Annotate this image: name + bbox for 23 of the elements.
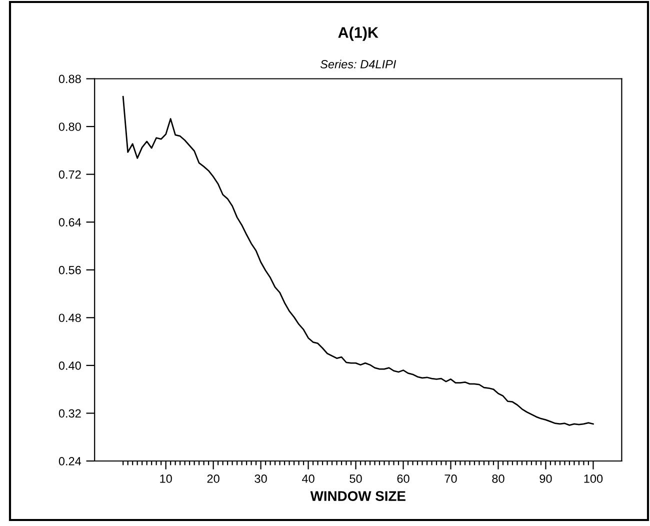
x-tick-label: 70 <box>444 474 457 483</box>
x-tick-label: 40 <box>302 474 314 483</box>
y-tick-label: 0.80 <box>58 122 81 131</box>
y-tick-label: 0.56 <box>58 266 81 274</box>
x-tick-label: 20 <box>207 474 220 483</box>
x-tick-label: 100 <box>584 474 603 483</box>
y-tick-label: 0.88 <box>58 74 81 84</box>
y-tick-label: 0.32 <box>58 409 81 418</box>
x-tick-label: 90 <box>540 474 552 483</box>
y-tick-label: 0.40 <box>58 361 81 370</box>
y-tick-label: 0.48 <box>58 314 81 322</box>
line-series <box>122 96 594 426</box>
y-tick-label: 0.64 <box>58 218 82 226</box>
x-tick-label: 60 <box>397 474 410 483</box>
x-axis-title: WINDOW SIZE <box>310 491 406 501</box>
x-tick-label: 50 <box>350 474 362 483</box>
x-tick-label: 10 <box>160 474 172 483</box>
y-tick-label: 0.72 <box>58 170 81 179</box>
chart-title: A(1)K <box>338 26 378 41</box>
chart-subtitle: Series: D4LIPI <box>320 60 396 68</box>
x-tick-label: 30 <box>254 474 267 483</box>
y-tick-label: 0.24 <box>58 457 82 466</box>
x-tick-label: 80 <box>492 474 504 483</box>
